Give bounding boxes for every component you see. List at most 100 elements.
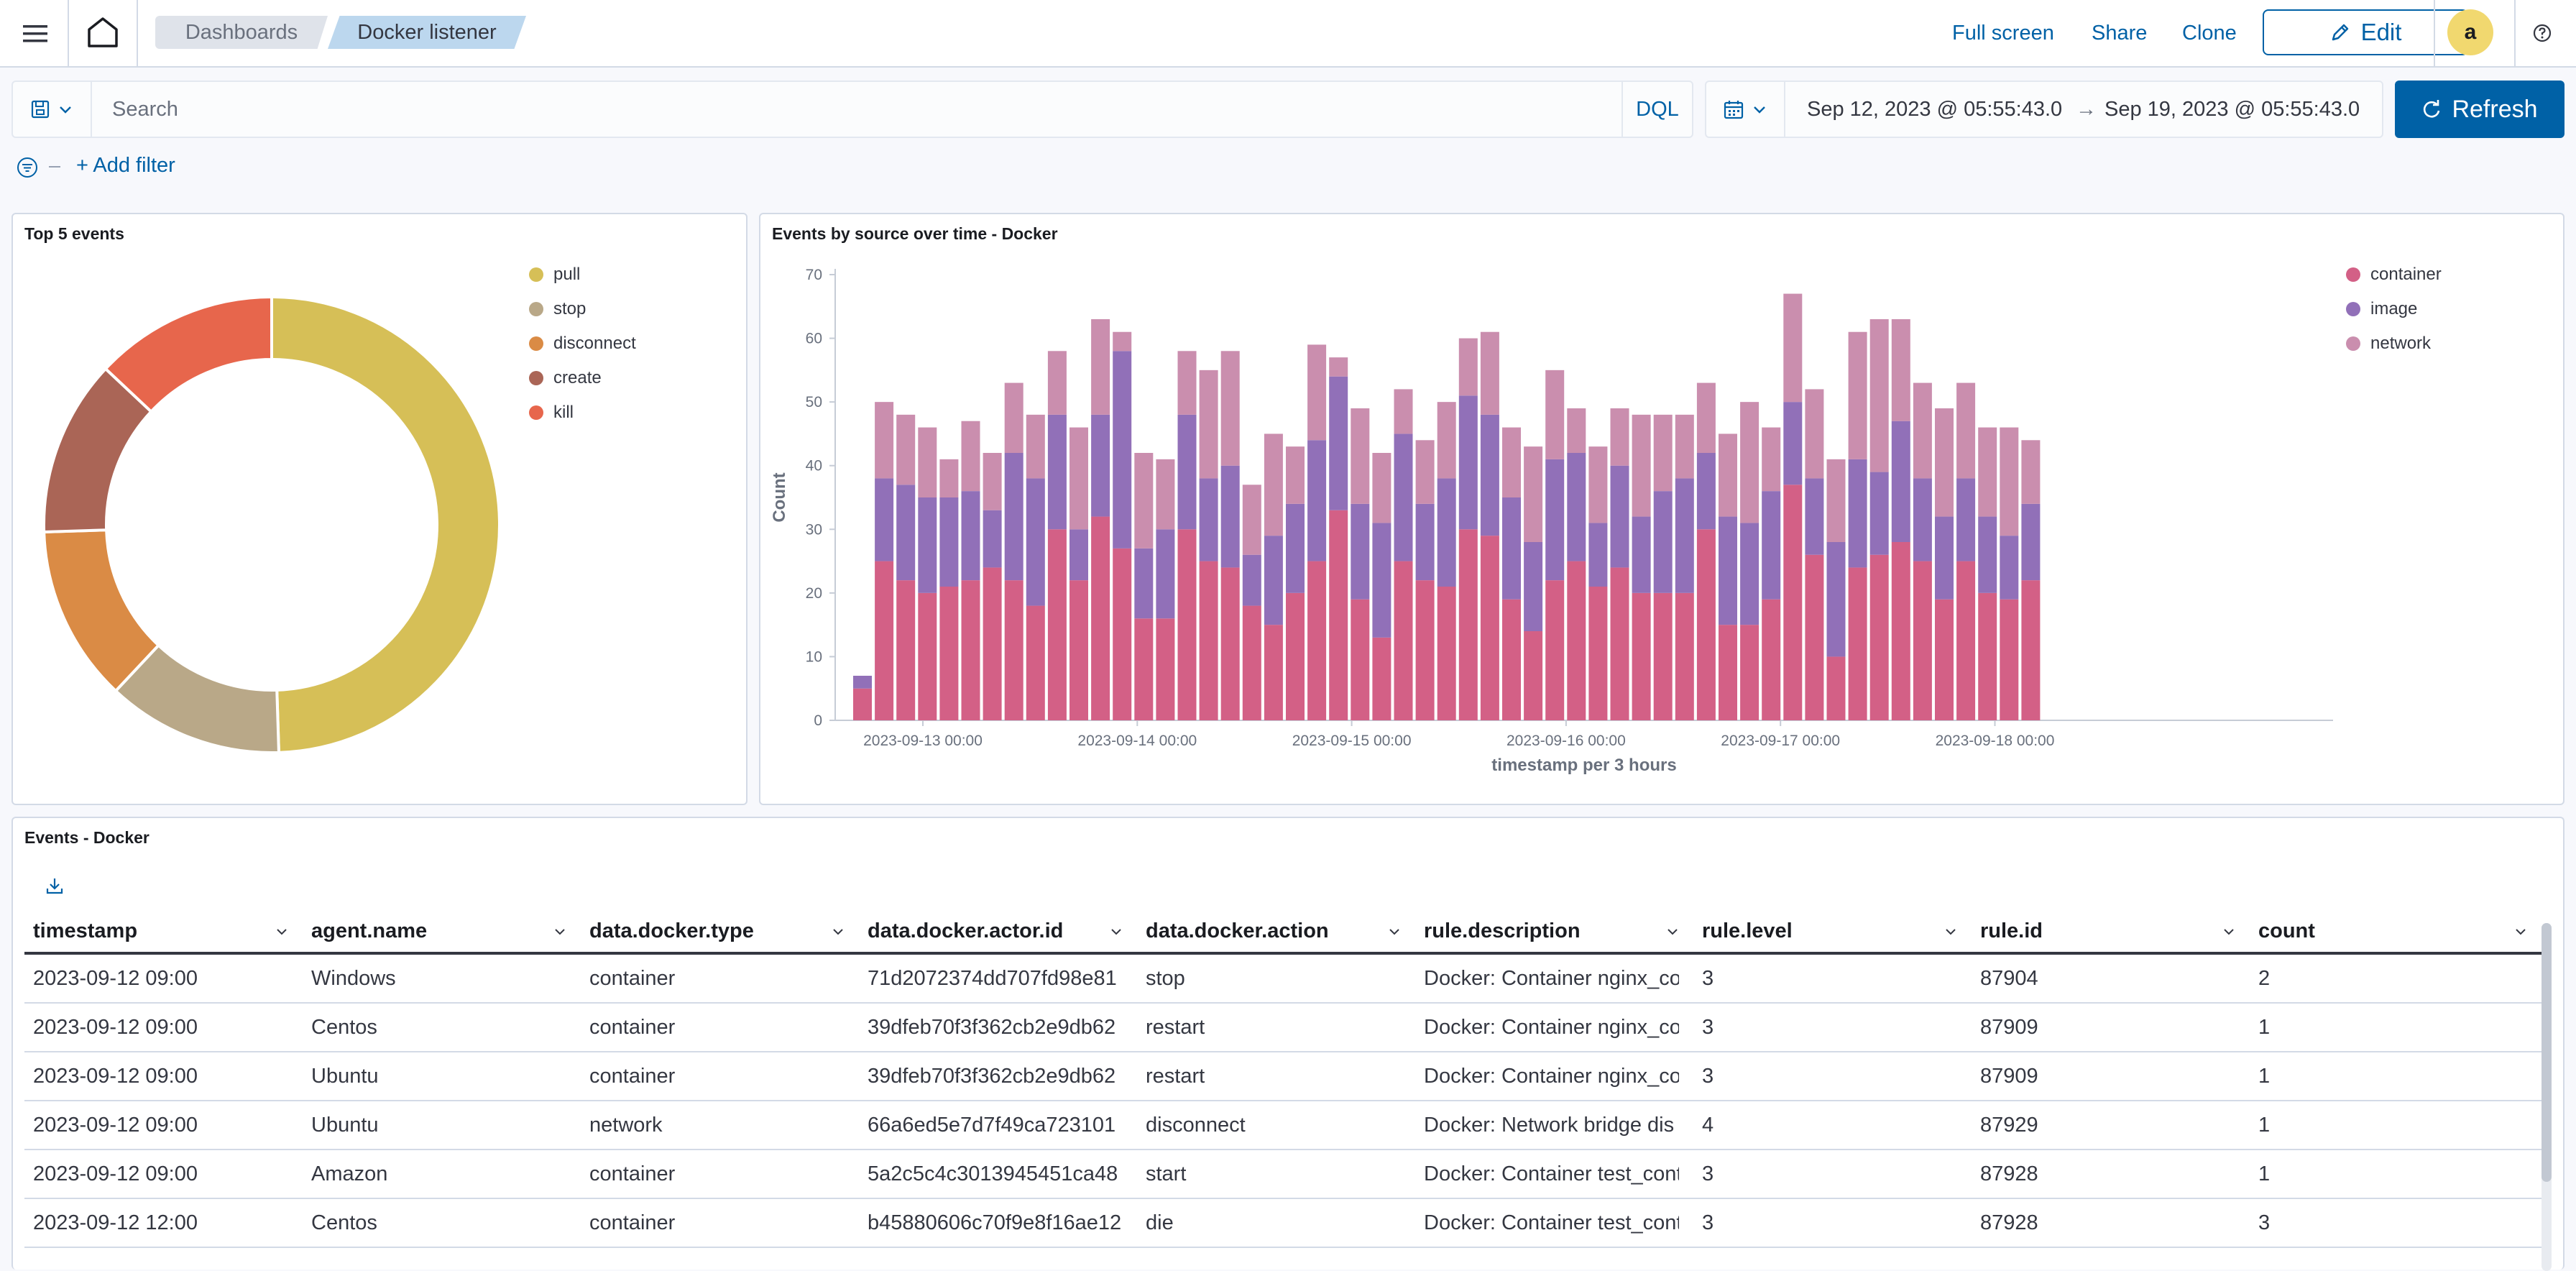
- column-header-rule-id[interactable]: rule.id: [1972, 910, 2250, 952]
- bar-segment-container[interactable]: [1329, 510, 1348, 720]
- bar-segment-image[interactable]: [1610, 465, 1629, 568]
- filter-icon[interactable]: [16, 156, 39, 179]
- bar-segment-image[interactable]: [1719, 516, 1737, 625]
- add-filter-link[interactable]: + Add filter: [76, 154, 175, 177]
- chevron-down-icon[interactable]: [1110, 925, 1123, 938]
- bar-segment-network[interactable]: [1070, 427, 1088, 530]
- bar-segment-network[interactable]: [1307, 344, 1327, 441]
- bar-segment-image[interactable]: [1913, 478, 1932, 561]
- bar-segment-network[interactable]: [1264, 433, 1283, 536]
- bar-segment-container[interactable]: [1869, 554, 1889, 720]
- bar-segment-network[interactable]: [1891, 319, 1910, 421]
- bar-segment-container[interactable]: [1047, 529, 1067, 720]
- bar-segment-network[interactable]: [1826, 459, 1846, 542]
- bar-segment-network[interactable]: [1869, 319, 1889, 472]
- bar-segment-container[interactable]: [1351, 599, 1370, 720]
- chevron-down-icon[interactable]: [832, 925, 845, 938]
- clone-link[interactable]: Clone: [2182, 22, 2237, 45]
- edit-button[interactable]: Edit: [2263, 9, 2468, 55]
- home-icon[interactable]: [86, 16, 119, 49]
- bar-segment-image[interactable]: [896, 485, 916, 581]
- bar-segment-image[interactable]: [1242, 554, 1261, 606]
- bar-segment-network[interactable]: [1610, 408, 1629, 466]
- bar-segment-network[interactable]: [2021, 440, 2041, 504]
- bar-segment-network[interactable]: [1740, 402, 1760, 523]
- bar-segment-container[interactable]: [1848, 567, 1867, 720]
- legend-item-container[interactable]: container: [2346, 265, 2442, 285]
- bar-segment-container[interactable]: [1264, 625, 1283, 720]
- bar-segment-image[interactable]: [918, 497, 937, 593]
- bar-segment-container[interactable]: [1480, 536, 1499, 720]
- bar-segment-container[interactable]: [1653, 592, 1673, 720]
- table-row[interactable]: 2023-09-12 12:00 Centos container b45880606…: [24, 1199, 2542, 1248]
- chevron-down-icon[interactable]: [553, 925, 566, 938]
- bar-segment-image[interactable]: [1524, 542, 1543, 631]
- bar-segment-network[interactable]: [1415, 440, 1435, 504]
- bar-segment-network[interactable]: [1286, 446, 1305, 504]
- bar-segment-container[interactable]: [875, 561, 894, 720]
- bar-segment-container[interactable]: [1026, 605, 1045, 720]
- bar-segment-container[interactable]: [1719, 625, 1737, 720]
- bar-segment-network[interactable]: [1632, 414, 1651, 517]
- bar-segment-image[interactable]: [1307, 440, 1327, 561]
- bar-segment-container[interactable]: [1675, 592, 1694, 720]
- donut-slice-kill[interactable]: [104, 295, 273, 414]
- bar-segment-container[interactable]: [1199, 561, 1218, 720]
- bar-segment-image[interactable]: [1047, 414, 1067, 530]
- chevron-down-icon[interactable]: [2222, 925, 2235, 938]
- full-screen-link[interactable]: Full screen: [1952, 22, 2054, 45]
- bar-segment-network[interactable]: [1026, 414, 1045, 479]
- bar-segment-image[interactable]: [1415, 503, 1435, 581]
- column-header-agent-name[interactable]: agent.name: [303, 910, 581, 952]
- bar-segment-network[interactable]: [1351, 408, 1370, 504]
- bar-segment-image[interactable]: [1156, 529, 1175, 619]
- bar-segment-network[interactable]: [1805, 389, 1824, 479]
- bar-segment-container[interactable]: [1156, 618, 1175, 720]
- bar-segment-image[interactable]: [1394, 433, 1413, 561]
- bar-segment-image[interactable]: [1588, 523, 1608, 587]
- bar-segment-container[interactable]: [1134, 618, 1154, 720]
- bar-segment-image[interactable]: [875, 478, 894, 561]
- bar-segment-network[interactable]: [1524, 446, 1543, 542]
- legend-item-network[interactable]: network: [2346, 334, 2431, 354]
- bar-segment-image[interactable]: [1978, 516, 1997, 593]
- bar-segment-container[interactable]: [1913, 561, 1932, 720]
- chevron-down-icon[interactable]: [1944, 925, 1957, 938]
- table-row[interactable]: 2023-09-12 09:00 Amazon container 5a2c5c4c3…: [24, 1150, 2542, 1199]
- bar-segment-container[interactable]: [1610, 567, 1629, 720]
- bar-segment-network[interactable]: [939, 459, 959, 497]
- donut-slice-pull[interactable]: [270, 295, 502, 754]
- start-date[interactable]: Sep 12, 2023 @ 05:55:43.0: [1807, 98, 2063, 121]
- bar-segment-network[interactable]: [1156, 459, 1175, 530]
- search-input[interactable]: [91, 82, 1636, 137]
- bar-segment-container[interactable]: [1978, 592, 1997, 720]
- bar-segment-image[interactable]: [1026, 478, 1045, 606]
- bar-segment-image[interactable]: [2021, 503, 2041, 581]
- bar-segment-network[interactable]: [1004, 382, 1024, 453]
- bar-segment-container[interactable]: [1286, 592, 1305, 720]
- bar-segment-container[interactable]: [1372, 637, 1392, 720]
- bar-segment-network[interactable]: [1329, 357, 1348, 377]
- bar-segment-image[interactable]: [1762, 491, 1781, 600]
- bar-segment-image[interactable]: [1502, 497, 1521, 600]
- bar-segment-container[interactable]: [2021, 580, 2041, 720]
- bar-segment-container[interactable]: [1805, 554, 1824, 720]
- bar-segment-image[interactable]: [1891, 421, 1910, 542]
- bar-segment-image[interactable]: [1004, 453, 1024, 581]
- bar-segment-container[interactable]: [1956, 561, 1976, 720]
- bar-segment-network[interactable]: [1675, 414, 1694, 479]
- help-icon[interactable]: [2531, 22, 2553, 44]
- bar-segment-network[interactable]: [1783, 293, 1803, 403]
- chevron-down-icon[interactable]: [275, 925, 288, 938]
- bar-segment-image[interactable]: [1264, 536, 1283, 625]
- breadcrumb-dashboards[interactable]: Dashboards: [155, 16, 328, 49]
- bar-segment-container[interactable]: [1502, 599, 1521, 720]
- bar-segment-network[interactable]: [1502, 427, 1521, 497]
- table-scrollbar-thumb[interactable]: [2542, 923, 2552, 1182]
- bar-segment-image[interactable]: [2000, 536, 2019, 600]
- bar-segment-network[interactable]: [1177, 351, 1197, 415]
- bar-segment-image[interactable]: [961, 491, 980, 581]
- chevron-down-icon[interactable]: [1388, 925, 1401, 938]
- user-avatar[interactable]: a: [2447, 9, 2493, 55]
- bar-segment-container[interactable]: [1220, 567, 1240, 720]
